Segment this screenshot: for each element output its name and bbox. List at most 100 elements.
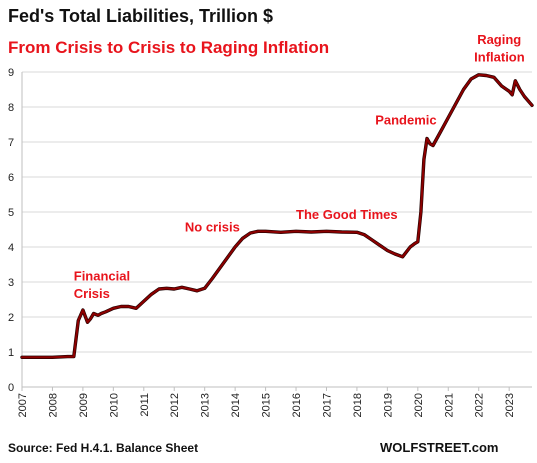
data-point [97, 314, 99, 317]
y-tick-label: 9 [8, 67, 14, 79]
data-point [120, 305, 122, 308]
data-point [371, 239, 373, 241]
y-tick-label: 3 [8, 277, 14, 289]
data-point [432, 144, 434, 147]
x-tick-label: 2020 [413, 393, 425, 417]
y-tick-label: 1 [8, 347, 14, 359]
data-point [386, 249, 389, 252]
y-tick-label: 6 [8, 172, 14, 184]
annotation-label: Financial [74, 268, 130, 283]
series-layer [20, 73, 534, 359]
data-point [429, 142, 431, 145]
source-note: Source: Fed H.4.1. Balance Sheet [8, 441, 198, 455]
data-point [514, 79, 517, 82]
data-point [173, 288, 176, 290]
data-point [413, 242, 416, 245]
data-point [142, 300, 145, 303]
x-tick-label: 2008 [47, 393, 59, 417]
data-point [423, 158, 425, 161]
y-tick-label: 0 [8, 382, 14, 394]
y-tick-label: 2 [8, 312, 14, 324]
x-tick-label: 2017 [321, 393, 333, 417]
data-point [280, 231, 282, 234]
data-point [51, 356, 54, 359]
data-point [508, 90, 510, 93]
data-point [66, 355, 69, 358]
annotation-label: Crisis [74, 286, 110, 301]
y-tick-label: 8 [8, 102, 14, 114]
data-point [409, 246, 412, 248]
data-point [86, 321, 89, 324]
data-point [188, 288, 191, 290]
data-point [511, 93, 514, 96]
chart-title: Fed's Total Liabilities, Trillion $ [8, 6, 273, 26]
data-point [401, 255, 404, 258]
data-point [89, 317, 92, 320]
data-point [219, 267, 221, 269]
data-point [150, 293, 153, 296]
data-point [165, 287, 168, 290]
data-point [181, 286, 183, 289]
data-point [92, 312, 95, 315]
data-point [477, 74, 480, 76]
y-tick-label: 7 [8, 137, 14, 149]
data-point [455, 102, 457, 105]
data-point [241, 237, 244, 240]
data-point [394, 253, 396, 255]
data-point [485, 74, 488, 77]
data-point [21, 356, 23, 359]
data-point [112, 307, 115, 310]
data-point [447, 116, 450, 119]
data-point [310, 231, 313, 233]
data-point [211, 277, 214, 280]
data-point [257, 230, 259, 233]
y-tick-label: 5 [8, 207, 14, 219]
data-point [500, 85, 503, 87]
data-point [104, 310, 107, 313]
x-tick-label: 2022 [474, 393, 486, 417]
data-point [127, 305, 130, 308]
chart-subtitle: From Crisis to Crisis to Raging Inflatio… [8, 38, 329, 57]
data-point [531, 104, 533, 107]
y-tick-label: 4 [8, 242, 14, 254]
data-point [462, 88, 465, 91]
data-point [363, 233, 366, 236]
x-axis-ticks: 2007 2008 2009 2010 2011 2012 2013 2014 2015 2016… [17, 387, 516, 417]
data-point [340, 231, 343, 233]
grid-layer [21, 71, 532, 388]
x-tick-label: 2016 [291, 393, 303, 417]
brand-label: WOLFSTREET.com [380, 440, 498, 455]
annotations: Financial Crisis No crisis The Good Times Pa… [74, 32, 525, 301]
data-point [470, 78, 472, 80]
data-point [493, 76, 495, 79]
annotation-label: The Good Times [296, 207, 398, 222]
x-tick-label: 2013 [200, 393, 212, 417]
annotation-label: Inflation [474, 50, 525, 65]
data-point [420, 211, 422, 213]
data-point [356, 231, 358, 234]
x-tick-label: 2023 [504, 393, 516, 417]
data-point [100, 312, 102, 315]
data-point [378, 244, 381, 247]
data-point [325, 230, 328, 233]
data-point [158, 288, 160, 290]
data-point [234, 246, 236, 248]
x-tick-label: 2019 [382, 393, 394, 417]
data-point [72, 355, 75, 358]
data-point [135, 307, 137, 310]
data-point [36, 356, 39, 359]
data-point [249, 232, 252, 234]
data-point [264, 230, 267, 233]
x-tick-label: 2012 [169, 393, 181, 417]
annotation-label: Raging [477, 32, 521, 47]
data-point [295, 230, 297, 233]
data-point [523, 95, 526, 98]
data-point [519, 88, 521, 91]
data-point [82, 309, 84, 311]
data-point [196, 289, 198, 292]
x-tick-label: 2021 [443, 393, 455, 417]
data-point [439, 130, 442, 133]
x-tick-label: 2007 [17, 393, 29, 417]
x-tick-label: 2009 [78, 393, 90, 417]
